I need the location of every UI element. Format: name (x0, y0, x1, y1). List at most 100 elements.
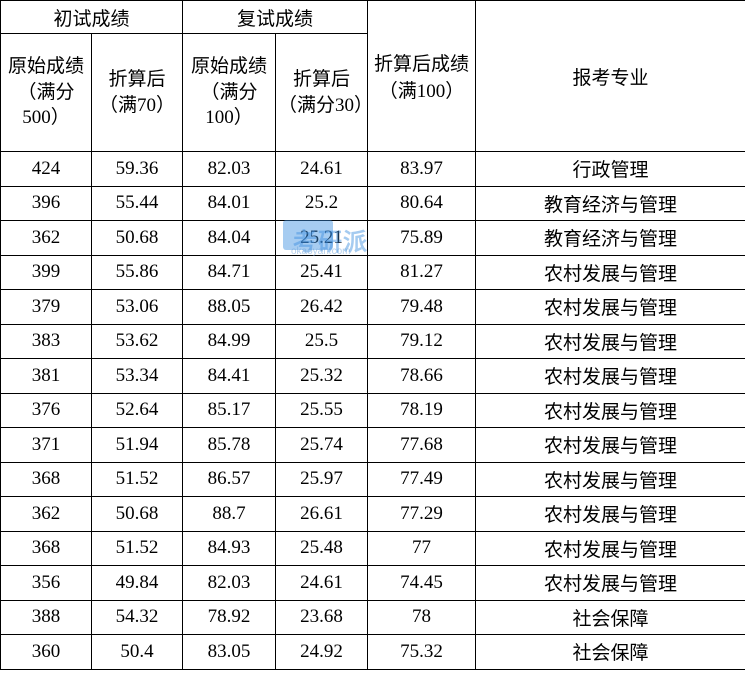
table-cell: 77 (368, 531, 476, 566)
table-cell: 368 (1, 462, 92, 497)
header-major: 报考专业 (476, 1, 745, 152)
table-cell: 381 (1, 359, 92, 394)
table-row: 38353.6284.9925.579.12农村发展与管理 (1, 324, 745, 359)
table-row: 37652.6485.1725.5578.19农村发展与管理 (1, 393, 745, 428)
table-cell: 396 (1, 186, 92, 221)
table-cell: 24.92 (276, 635, 368, 670)
table-cell: 52.64 (92, 393, 183, 428)
table-row: 35649.8482.0324.6174.45农村发展与管理 (1, 566, 745, 601)
table-cell: 55.44 (92, 186, 183, 221)
table-cell: 77.68 (368, 428, 476, 463)
table-cell: 农村发展与管理 (476, 324, 745, 359)
table-row: 36050.483.0524.9275.32社会保障 (1, 635, 745, 670)
table-cell: 84.01 (183, 186, 276, 221)
table-cell: 399 (1, 255, 92, 290)
table-row: 37953.0688.0526.4279.48农村发展与管理 (1, 290, 745, 325)
table-cell: 农村发展与管理 (476, 531, 745, 566)
table-cell: 75.89 (368, 221, 476, 256)
table-cell: 78.19 (368, 393, 476, 428)
table-cell: 376 (1, 393, 92, 428)
header-col1: 原始成绩（满分500） (1, 34, 92, 152)
table-cell: 82.03 (183, 152, 276, 187)
table-cell: 368 (1, 531, 92, 566)
table-cell: 74.45 (368, 566, 476, 601)
table-cell: 25.32 (276, 359, 368, 394)
table-cell: 81.27 (368, 255, 476, 290)
header-group-initial: 初试成绩 (1, 1, 183, 34)
table-cell: 25.74 (276, 428, 368, 463)
table-cell: 25.5 (276, 324, 368, 359)
table-cell: 农村发展与管理 (476, 566, 745, 601)
table-cell: 50.68 (92, 497, 183, 532)
table-cell: 360 (1, 635, 92, 670)
table-cell: 84.04 (183, 221, 276, 256)
table-row: 38854.3278.9223.6878社会保障 (1, 600, 745, 635)
table-cell: 362 (1, 497, 92, 532)
table-cell: 55.86 (92, 255, 183, 290)
table-cell: 84.99 (183, 324, 276, 359)
table-cell: 农村发展与管理 (476, 428, 745, 463)
table-row: 36851.5284.9325.4877农村发展与管理 (1, 531, 745, 566)
table-cell: 79.48 (368, 290, 476, 325)
table-cell: 农村发展与管理 (476, 290, 745, 325)
table-cell: 50.4 (92, 635, 183, 670)
table-cell: 85.17 (183, 393, 276, 428)
table-cell: 356 (1, 566, 92, 601)
table-row: 39655.4484.0125.280.64教育经济与管理 (1, 186, 745, 221)
table-cell: 383 (1, 324, 92, 359)
table-cell: 农村发展与管理 (476, 462, 745, 497)
table-cell: 23.68 (276, 600, 368, 635)
table-cell: 26.42 (276, 290, 368, 325)
table-cell: 51.52 (92, 531, 183, 566)
table-cell: 84.93 (183, 531, 276, 566)
header-col2: 折算后（满70） (92, 34, 183, 152)
table-row: 36851.5286.5725.9777.49农村发展与管理 (1, 462, 745, 497)
header-final-score: 折算后成绩（满100） (368, 1, 476, 152)
table-row: 36250.6884.0425.2175.89教育经济与管理 (1, 221, 745, 256)
table-cell: 82.03 (183, 566, 276, 601)
table-cell: 59.36 (92, 152, 183, 187)
table-cell: 84.71 (183, 255, 276, 290)
table-cell: 424 (1, 152, 92, 187)
table-cell: 79.12 (368, 324, 476, 359)
table-cell: 86.57 (183, 462, 276, 497)
table-cell: 53.06 (92, 290, 183, 325)
table-cell: 77.29 (368, 497, 476, 532)
table-cell: 78.66 (368, 359, 476, 394)
table-cell: 83.05 (183, 635, 276, 670)
table-cell: 50.68 (92, 221, 183, 256)
table-cell: 371 (1, 428, 92, 463)
table-cell: 25.48 (276, 531, 368, 566)
table-row: 37151.9485.7825.7477.68农村发展与管理 (1, 428, 745, 463)
table-cell: 教育经济与管理 (476, 221, 745, 256)
table-cell: 行政管理 (476, 152, 745, 187)
data-body: 42459.3682.0324.6183.97行政管理39655.4484.01… (1, 152, 745, 670)
table-cell: 25.21 (276, 221, 368, 256)
scores-table: 初试成绩 复试成绩 折算后成绩（满100） 报考专业 原始成绩（满分500） 折… (0, 0, 745, 670)
table-row: 36250.6888.726.6177.29农村发展与管理 (1, 497, 745, 532)
table-row: 38153.3484.4125.3278.66农村发展与管理 (1, 359, 745, 394)
table-cell: 53.34 (92, 359, 183, 394)
header-group-retest: 复试成绩 (183, 1, 368, 34)
table-cell: 53.62 (92, 324, 183, 359)
table-cell: 75.32 (368, 635, 476, 670)
table-cell: 农村发展与管理 (476, 359, 745, 394)
table-cell: 社会保障 (476, 600, 745, 635)
table-cell: 25.97 (276, 462, 368, 497)
table-cell: 25.2 (276, 186, 368, 221)
table-cell: 24.61 (276, 152, 368, 187)
table-cell: 25.41 (276, 255, 368, 290)
table-cell: 51.94 (92, 428, 183, 463)
table-cell: 78.92 (183, 600, 276, 635)
table-cell: 农村发展与管理 (476, 497, 745, 532)
table-cell: 80.64 (368, 186, 476, 221)
table-cell: 25.55 (276, 393, 368, 428)
table-cell: 社会保障 (476, 635, 745, 670)
table-cell: 农村发展与管理 (476, 393, 745, 428)
table-cell: 49.84 (92, 566, 183, 601)
header-group-row: 初试成绩 复试成绩 折算后成绩（满100） 报考专业 (1, 1, 745, 34)
table-cell: 农村发展与管理 (476, 255, 745, 290)
header-col3: 原始成绩（满分100） (183, 34, 276, 152)
table-cell: 54.32 (92, 600, 183, 635)
table-cell: 88.7 (183, 497, 276, 532)
